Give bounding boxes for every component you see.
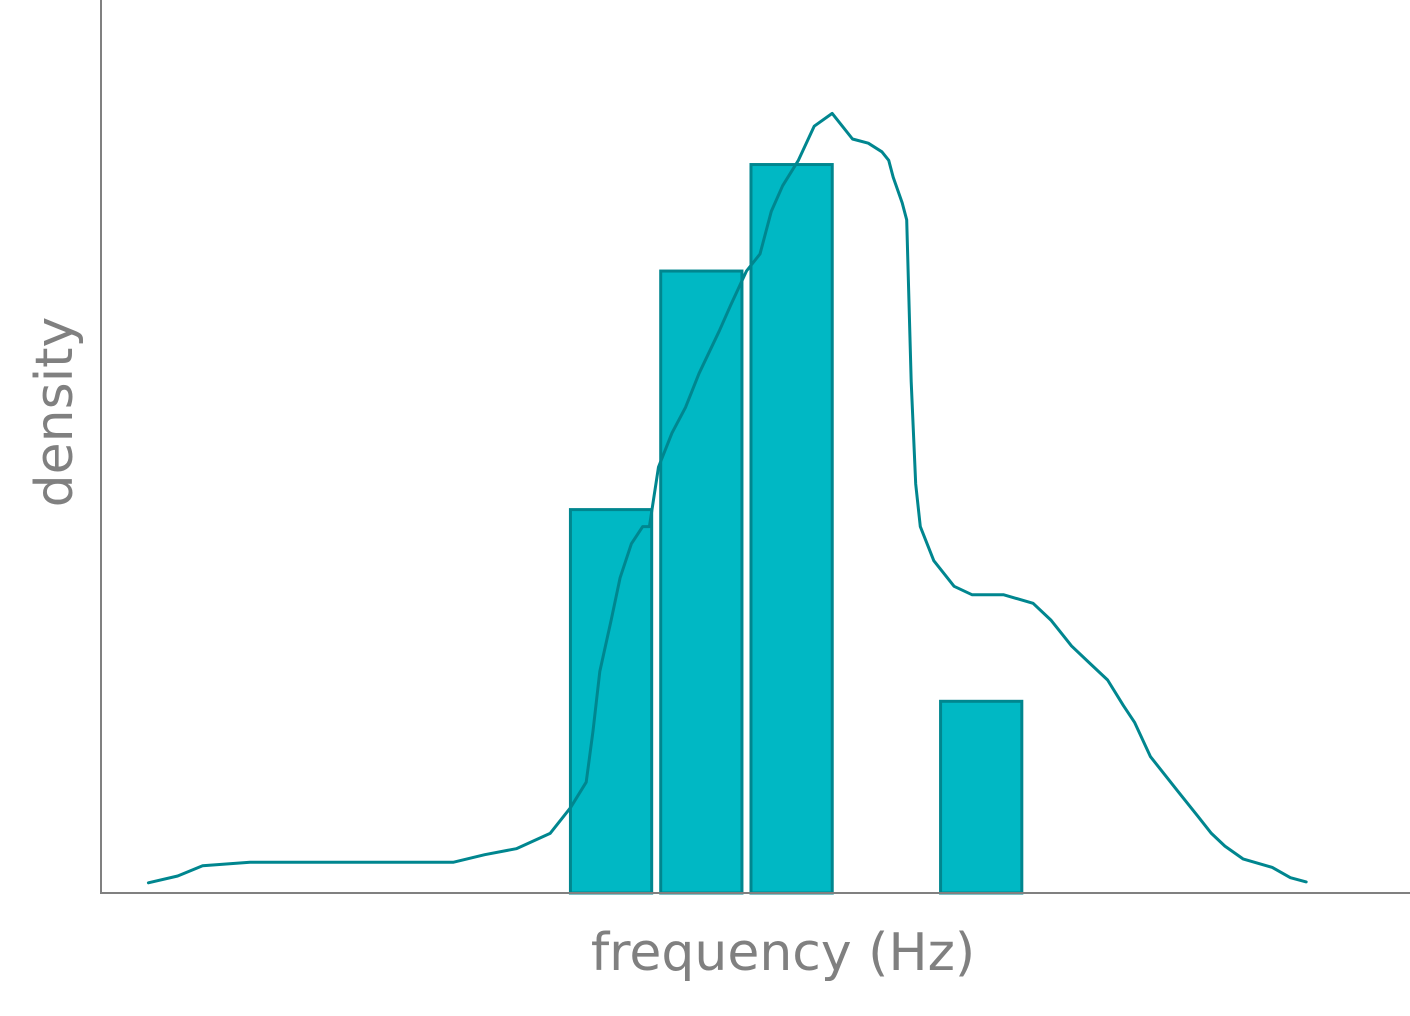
histogram-bar-1 bbox=[568, 508, 654, 895]
density-curve-line bbox=[146, 111, 1308, 885]
y-axis-label: density bbox=[25, 317, 85, 508]
histogram-bar-4 bbox=[939, 699, 1024, 895]
histogram-bar-3 bbox=[749, 163, 834, 895]
histogram-bar-2 bbox=[659, 269, 744, 895]
x-axis-label: frequency (Hz) bbox=[591, 923, 975, 983]
histogram-bars bbox=[568, 163, 1024, 895]
